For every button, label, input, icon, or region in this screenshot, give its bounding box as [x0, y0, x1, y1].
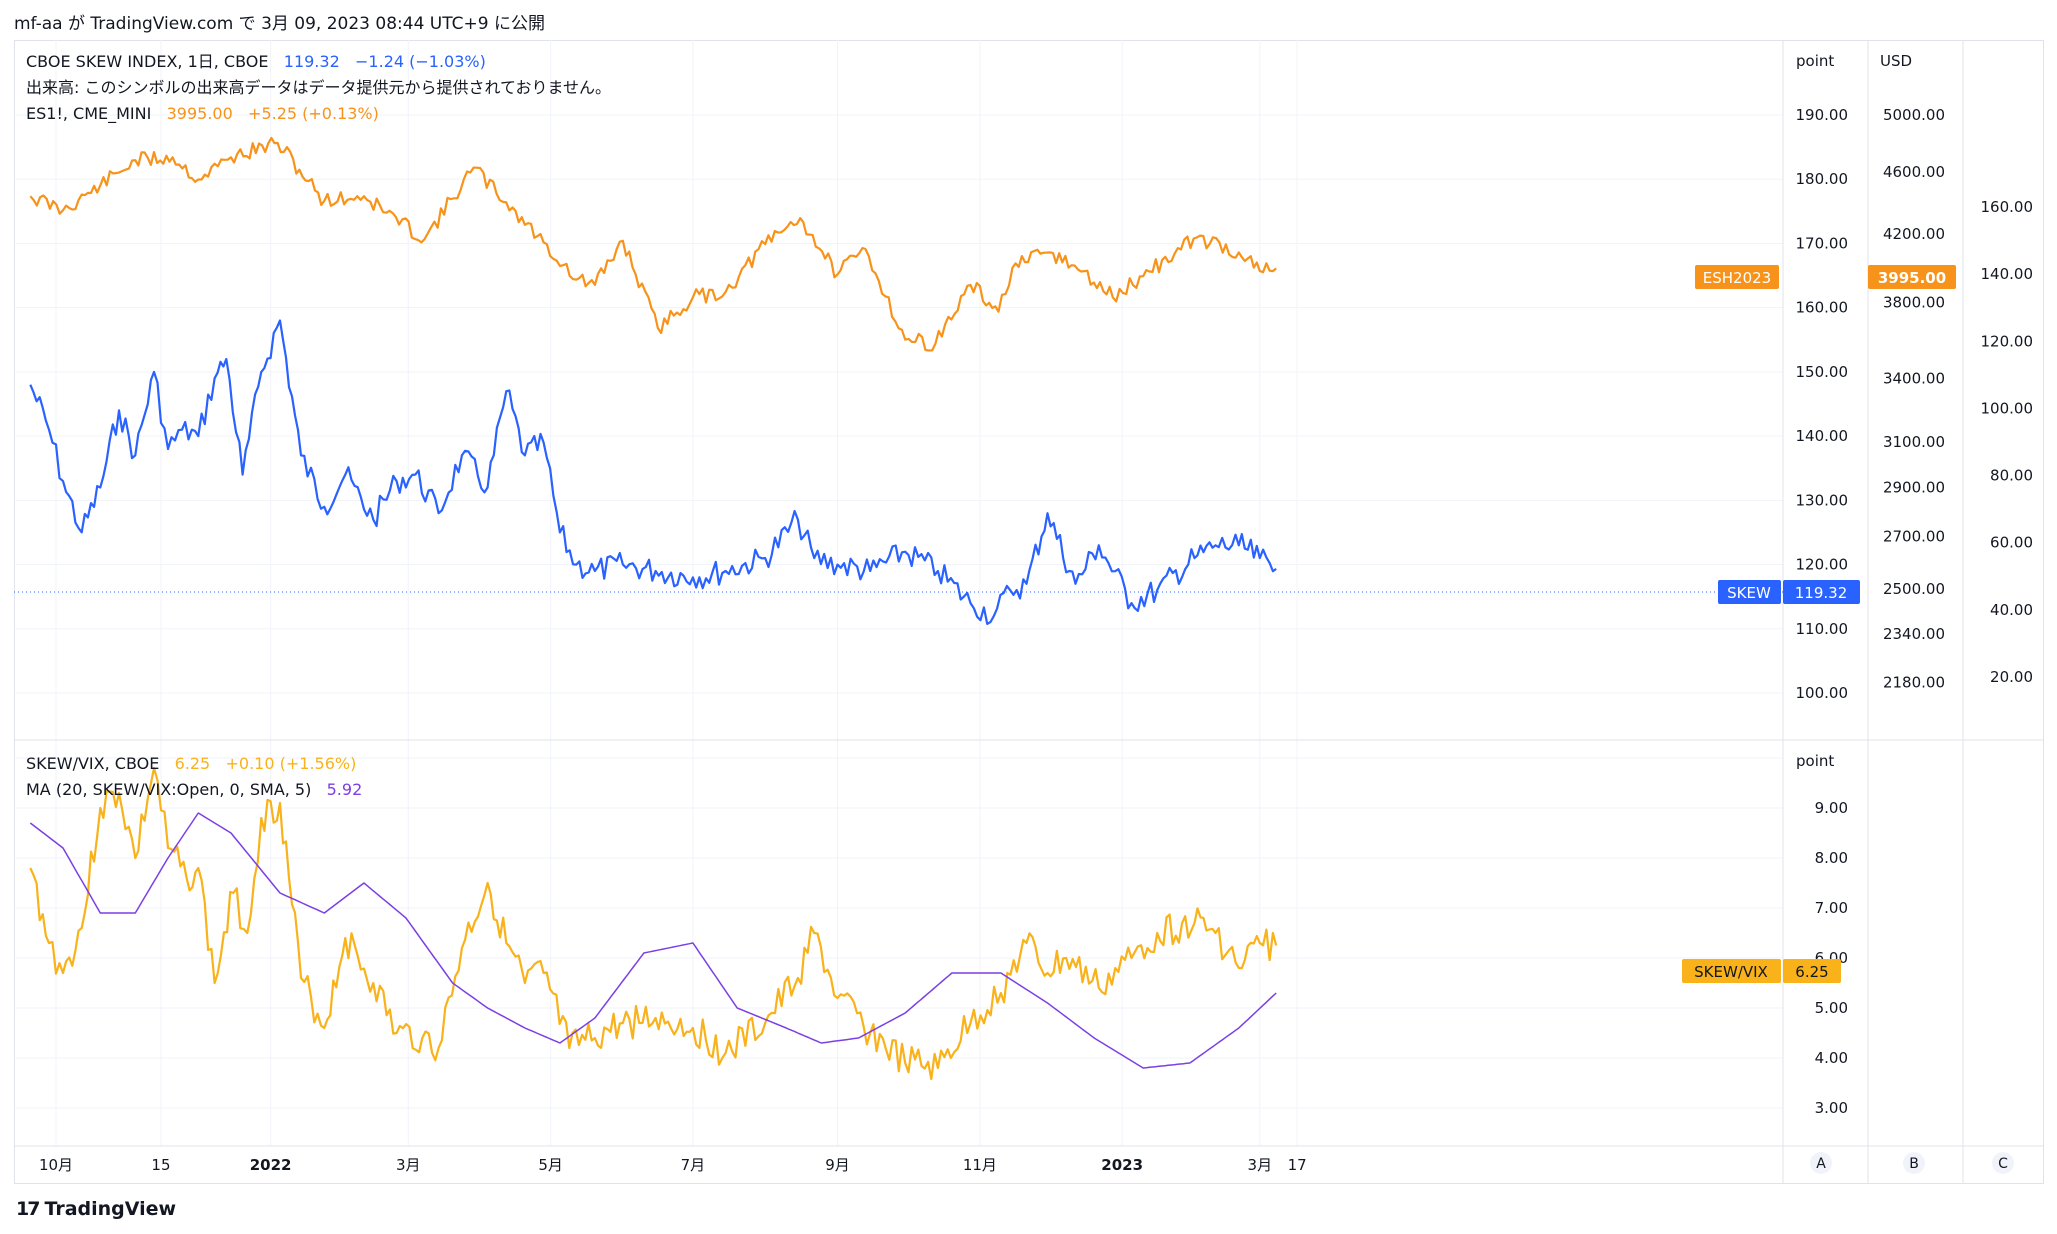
skew-tag-value-bg	[1783, 580, 1860, 604]
es-tag-value: 3995.00	[1878, 269, 1946, 287]
es-series-line[interactable]	[29, 136, 1277, 352]
es-legend-symbol: ES1!, CME_MINI	[26, 104, 152, 123]
time-axis-label: 7月	[681, 1156, 706, 1174]
scale-button-b[interactable]: B	[1903, 1152, 1925, 1174]
skewvix-axis-tick: 8.00	[1815, 849, 1848, 867]
time-axis-label: 2023	[1101, 1156, 1143, 1174]
tradingview-logo[interactable]: 17 TradingView	[16, 1198, 176, 1220]
es-tag-value-bg	[1868, 265, 1956, 289]
time-axis-label: 3月	[1248, 1156, 1273, 1174]
usd-axis-tick: 3800.00	[1883, 294, 1945, 312]
skewvix-tag-value-bg	[1783, 959, 1841, 983]
skewvix-price-tag: SKEW/VIX 6.25	[1682, 959, 1841, 983]
scale-button-c[interactable]: C	[1992, 1152, 2014, 1174]
publish-header: mf-aa が TradingView.com で 3月 09, 2023 08…	[14, 14, 545, 34]
usd-axis-tick: 2500.00	[1883, 580, 1945, 598]
skew-series-line[interactable]	[29, 319, 1277, 625]
usd-axis-tick: 4200.00	[1883, 225, 1945, 243]
third-axis-tick: 40.00	[1990, 601, 2033, 619]
skew-tag-name-bg	[1718, 580, 1781, 604]
skewvix-axis-tick: 9.00	[1815, 799, 1848, 817]
bottom-legend-row-2[interactable]: MA (20, SKEW/VIX:Open, 0, SMA, 5) 5.92	[26, 780, 362, 800]
usd-axis-tick: 2340.00	[1883, 625, 1945, 643]
time-axis-label: 10月	[39, 1156, 73, 1174]
top-legend-row-2: 出来高: このシンボルの出来高データはデータ提供元から提供されておりません。	[26, 78, 611, 98]
third-axis-tick: 140.00	[1981, 265, 2034, 283]
scale-button-c-label: C	[1998, 1156, 2008, 1172]
third-axis-tick: 100.00	[1981, 399, 2034, 417]
usd-axis-header: USD	[1880, 52, 1912, 70]
usd-axis-tick: 2700.00	[1883, 527, 1945, 545]
scale-button-a-label: A	[1816, 1156, 1826, 1172]
skewvix-axis-tick: 5.00	[1815, 999, 1848, 1017]
skew-axis-tick: 180.00	[1796, 170, 1849, 188]
usd-axis-tick: 4600.00	[1883, 163, 1945, 181]
skew-axis-tick: 120.00	[1796, 556, 1849, 574]
tradingview-logo-icon: 17	[16, 1198, 40, 1220]
time-axis-label: 11月	[963, 1156, 997, 1174]
skew-axis-tick: 110.00	[1796, 620, 1849, 638]
ma-legend-value: 5.92	[326, 780, 363, 799]
skew-tag-name: SKEW	[1727, 584, 1771, 602]
skew-axis-tick: 140.00	[1796, 427, 1849, 445]
es-tag-name-bg	[1695, 265, 1779, 289]
bottom-point-axis-header: point	[1796, 752, 1834, 770]
usd-axis-tick: 3400.00	[1883, 370, 1945, 388]
skew-axis-tick: 160.00	[1796, 299, 1849, 317]
skew-price-tag: SKEW 119.32	[1718, 580, 1860, 604]
time-axis-label: 3月	[396, 1156, 421, 1174]
third-axis-tick: 120.00	[1981, 332, 2034, 350]
ma-series-line[interactable]	[29, 812, 1277, 1069]
skewvix-axis-tick: 3.00	[1815, 1099, 1848, 1117]
skewvix-tag-name: SKEW/VIX	[1694, 963, 1768, 981]
tradingview-logo-text: TradingView	[44, 1198, 177, 1220]
skew-legend-last: 119.32	[283, 52, 340, 71]
third-axis-tick: 160.00	[1981, 198, 2034, 216]
volume-notice: 出来高: このシンボルの出来高データはデータ提供元から提供されておりません。	[26, 78, 612, 97]
ma-legend-label: MA (20, SKEW/VIX:Open, 0, SMA, 5)	[26, 780, 312, 799]
skewvix-tag-name-bg	[1682, 959, 1781, 983]
time-axis-label: 5月	[538, 1156, 563, 1174]
bottom-legend-row-1[interactable]: SKEW/VIX, CBOE 6.25 +0.10 (+1.56%)	[26, 754, 356, 774]
time-axis-label: 9月	[825, 1156, 850, 1174]
es-tag-name: ESH2023	[1703, 269, 1771, 287]
usd-axis-tick: 3100.00	[1883, 433, 1945, 451]
usd-axis-tick: 2900.00	[1883, 479, 1945, 497]
time-axis-label: 2022	[250, 1156, 292, 1174]
skew-tag-value: 119.32	[1795, 584, 1848, 602]
chart-frame	[14, 40, 2044, 1184]
skew-legend-change: −1.24 (−1.03%)	[355, 52, 486, 71]
skewvix-axis-tick: 4.00	[1815, 1049, 1848, 1067]
skewvix-tag-value: 6.25	[1795, 963, 1828, 981]
skew-axis-tick: 130.00	[1796, 491, 1849, 509]
top-legend-row-3[interactable]: ES1!, CME_MINI 3995.00 +5.25 (+0.13%)	[26, 104, 379, 124]
time-axis-label: 17	[1288, 1156, 1307, 1174]
skew-axis-tick: 170.00	[1796, 234, 1849, 252]
time-axis-label: 15	[151, 1156, 170, 1174]
usd-axis-tick: 5000.00	[1883, 106, 1945, 124]
skewvix-axis-tick: 7.00	[1815, 899, 1848, 917]
scale-button-b-label: B	[1909, 1156, 1919, 1172]
scale-button-a[interactable]: A	[1810, 1152, 1832, 1174]
skew-axis-tick: 100.00	[1796, 684, 1849, 702]
point-axis-header: point	[1796, 52, 1834, 70]
skew-legend-symbol: CBOE SKEW INDEX, 1日, CBOE	[26, 52, 269, 71]
skew-axis-tick: 190.00	[1796, 106, 1849, 124]
skewvix-legend-change: +0.10 (+1.56%)	[225, 754, 357, 773]
usd-axis-tick: 2180.00	[1883, 674, 1945, 692]
skewvix-legend-symbol: SKEW/VIX, CBOE	[26, 754, 160, 773]
top-legend-row-1[interactable]: CBOE SKEW INDEX, 1日, CBOE 119.32 −1.24 (…	[26, 52, 486, 72]
es-price-tag: ESH2023 3995.00	[1695, 265, 1956, 289]
es-legend-change: +5.25 (+0.13%)	[248, 104, 379, 123]
skew-axis-tick: 150.00	[1796, 363, 1849, 381]
es-legend-last: 3995.00	[166, 104, 233, 123]
skewvix-legend-last: 6.25	[174, 754, 211, 773]
third-axis-tick: 20.00	[1990, 668, 2033, 686]
third-axis-tick: 80.00	[1990, 467, 2033, 485]
skewvix-series-line[interactable]	[29, 766, 1278, 1081]
third-axis-tick: 60.00	[1990, 534, 2033, 552]
